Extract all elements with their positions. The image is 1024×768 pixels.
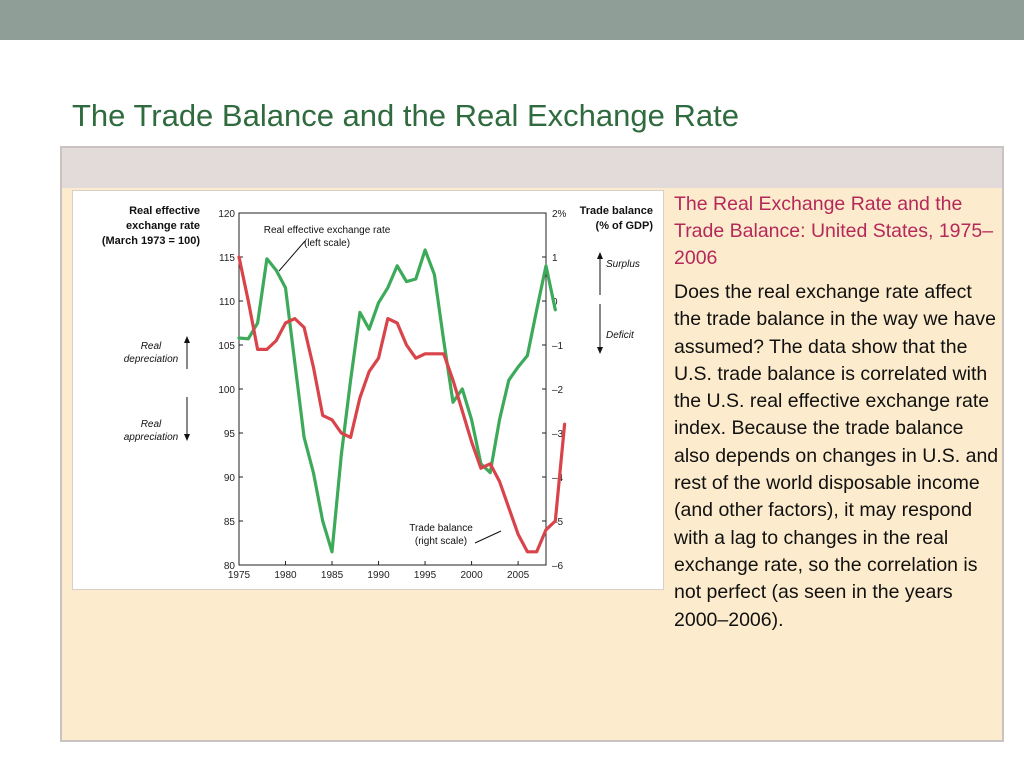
depreciation-label-line: depreciation	[124, 354, 179, 365]
right-tick-label: –3	[552, 429, 564, 440]
x-tick-label: 1975	[228, 570, 251, 581]
surplus-label: Surplus	[606, 259, 640, 270]
appreciation-label-line: Real	[141, 419, 162, 430]
x-tick-label: 1995	[414, 570, 437, 581]
x-tick-label: 2005	[507, 570, 530, 581]
right-tick-label: –1	[552, 341, 564, 352]
panel-header-band	[62, 148, 1002, 188]
appreciation-label-line: appreciation	[124, 432, 179, 443]
left-tick-label: 105	[218, 341, 235, 352]
trade-balance-series-label: (right scale)	[415, 536, 467, 547]
left-tick-label: 90	[224, 473, 236, 484]
exchange-rate-label-leader	[278, 240, 306, 272]
plot-frame	[238, 212, 547, 566]
deficit-arrow-head	[597, 347, 603, 354]
left-tick-label: 80	[224, 561, 236, 572]
left-axis-title-line: (March 1973 = 100)	[102, 235, 200, 247]
appreciation-arrow-head	[184, 434, 190, 441]
exchange-rate-line	[237, 248, 557, 554]
left-tick-label: 100	[218, 385, 235, 396]
right-tick-label: –6	[552, 561, 564, 572]
right-tick-label: 2%	[552, 209, 567, 220]
x-tick-label: 1985	[321, 570, 344, 581]
left-tick-label: 120	[218, 209, 235, 220]
right-tick-label: 1	[552, 253, 558, 264]
right-tick-label: –5	[552, 517, 564, 528]
exchange-rate-series-label: (left scale)	[304, 238, 350, 249]
chart-caption: The Real Exchange Rate and the Trade Bal…	[674, 193, 994, 269]
top-bar	[0, 0, 1024, 40]
body-text: Does the real exchange rate affect the t…	[674, 281, 999, 631]
right-axis-title-line: Trade balance	[580, 205, 653, 217]
deficit-label: Deficit	[606, 330, 635, 341]
depreciation-arrow-head	[184, 336, 190, 343]
left-tick-label: 95	[224, 429, 236, 440]
x-tick-label: 1980	[274, 570, 297, 581]
chart-figure: 80 85 90 95 100 105 110 115 120 –6 –5 –4 –3 –2 –1 0 1 2% 1…	[72, 190, 664, 590]
slide-title: The Trade Balance and the Real Exchange …	[72, 98, 739, 133]
left-axis-title-line: Real effective	[129, 205, 200, 217]
trade-balance-series-label: Trade balance	[409, 523, 473, 534]
trade-balance-line	[237, 255, 567, 554]
left-tick-label: 110	[219, 297, 235, 308]
left-axis-title-line: exchange rate	[126, 220, 200, 232]
depreciation-label-line: Real	[141, 341, 162, 352]
x-tick-label: 1990	[367, 570, 390, 581]
trade-balance-label-leader	[474, 530, 502, 544]
exchange-rate-trade-balance-chart: 80859095100105110115120–6–5–4–3–2–1012%1…	[102, 205, 654, 581]
left-tick-label: 115	[219, 253, 235, 264]
surplus-arrow-head	[597, 252, 603, 259]
exchange-rate-series-label: Real effective exchange rate	[264, 225, 391, 236]
left-tick-label: 85	[224, 517, 236, 528]
right-tick-label: –2	[552, 385, 564, 396]
x-tick-label: 2000	[460, 570, 483, 581]
right-axis-title-line: (% of GDP)	[596, 220, 654, 232]
